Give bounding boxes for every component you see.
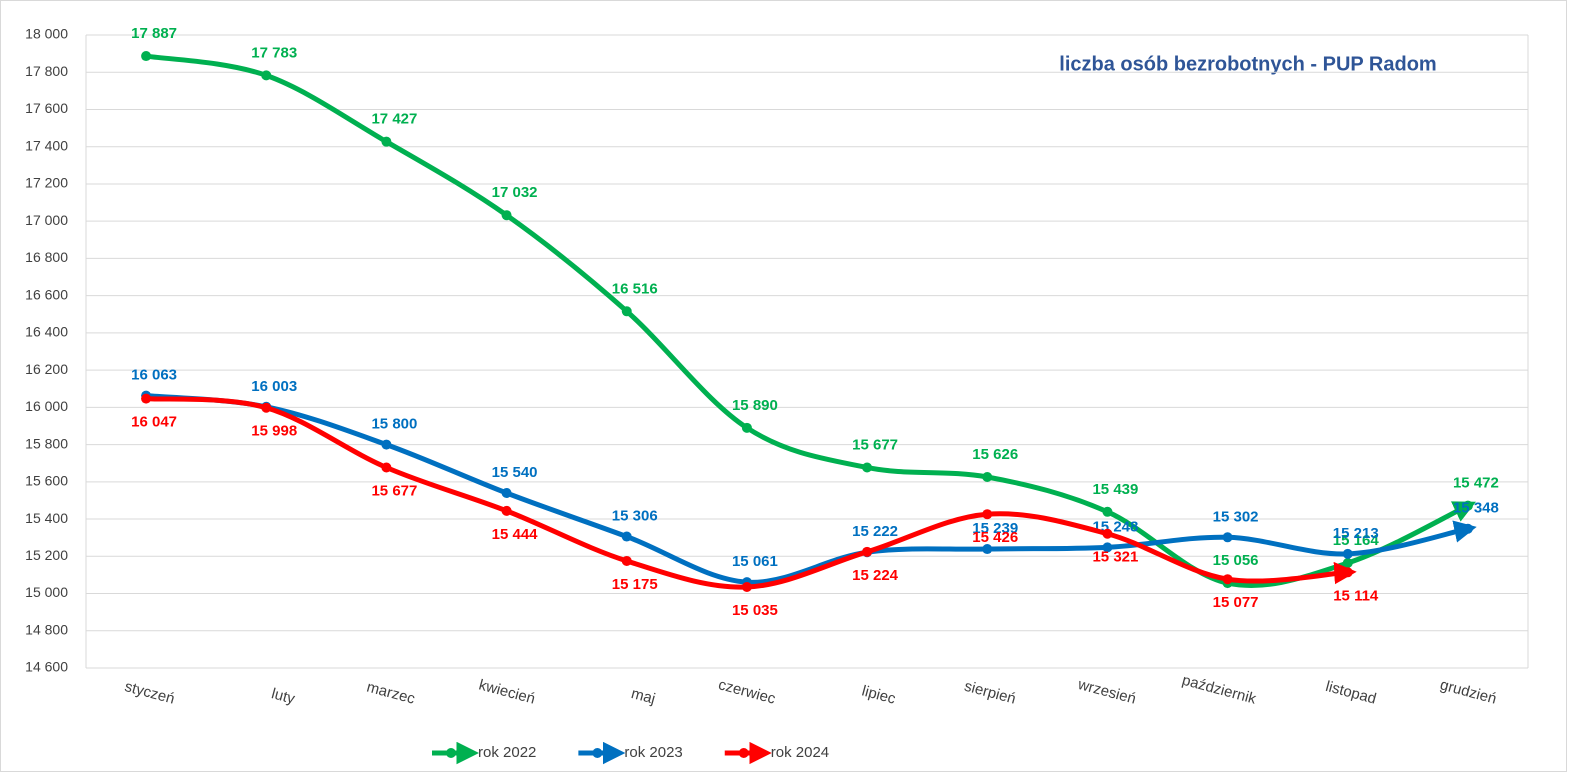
y-tick-label: 16 600 <box>25 286 68 302</box>
data-point <box>1222 574 1233 585</box>
data-point <box>141 393 152 404</box>
legend-dot <box>592 748 603 758</box>
data-label: 17 032 <box>492 184 538 201</box>
legend-dot <box>446 748 456 758</box>
data-point <box>381 136 392 147</box>
data-label: 15 439 <box>1092 481 1138 498</box>
data-label: 15 035 <box>732 602 778 619</box>
data-label: 15 056 <box>1213 552 1259 569</box>
chart-border <box>0 0 1567 772</box>
data-label: 15 426 <box>972 529 1018 546</box>
data-label: 16 516 <box>612 280 658 297</box>
data-label: 15 114 <box>1333 587 1379 604</box>
data-point <box>621 555 632 566</box>
data-label: 15 077 <box>1213 594 1259 611</box>
data-point <box>1342 548 1353 559</box>
y-tick-label: 15 400 <box>25 510 68 526</box>
y-tick-label: 16 000 <box>25 398 68 414</box>
y-tick-label: 17 800 <box>25 63 68 79</box>
data-point <box>1462 523 1473 534</box>
data-label: 15 302 <box>1213 508 1259 525</box>
y-tick-label: 17 400 <box>25 137 68 153</box>
data-label: 15 061 <box>732 553 778 570</box>
data-label: 15 239 <box>972 520 1018 537</box>
data-label: 15 540 <box>492 464 538 481</box>
data-point <box>381 462 392 473</box>
data-label: 15 677 <box>371 482 417 499</box>
data-label: 15 224 <box>852 567 899 584</box>
data-label: 15 213 <box>1333 525 1379 542</box>
data-point <box>862 546 873 557</box>
data-label: 15 444 <box>492 526 539 543</box>
data-point <box>982 544 993 555</box>
data-label: 17 783 <box>251 44 297 61</box>
legend-dot <box>738 748 749 758</box>
data-label: 15 626 <box>972 446 1018 463</box>
data-point <box>1462 500 1473 511</box>
data-label: 16 003 <box>251 378 297 395</box>
data-point <box>1342 567 1353 578</box>
data-point <box>741 422 752 433</box>
y-tick-label: 17 200 <box>25 175 68 191</box>
data-label: 15 306 <box>612 508 658 525</box>
y-tick-label: 16 200 <box>25 361 68 377</box>
series-line <box>143 53 1477 588</box>
data-point <box>741 582 752 593</box>
y-tick-label: 15 000 <box>25 584 68 600</box>
data-point <box>982 509 993 520</box>
data-label: 17 427 <box>371 111 417 128</box>
y-tick-label: 15 200 <box>25 547 68 563</box>
data-point <box>501 505 512 516</box>
chart-title: liczba osób bezrobotnych - PUP Radom <box>1059 53 1436 75</box>
data-point <box>862 462 873 473</box>
y-tick-label: 14 800 <box>25 621 68 637</box>
data-point <box>982 471 993 482</box>
legend-label: rok 2024 <box>771 744 829 761</box>
data-label: 15 472 <box>1453 475 1499 492</box>
data-point <box>381 439 392 450</box>
series-line <box>143 393 1477 585</box>
data-point <box>261 402 272 413</box>
data-point <box>621 306 632 317</box>
data-point <box>1102 528 1113 539</box>
y-tick-label: 15 800 <box>25 435 68 451</box>
legend-label: rok 2022 <box>478 744 536 761</box>
y-tick-label: 18 000 <box>25 26 68 42</box>
y-tick-label: 16 400 <box>25 324 68 340</box>
data-label: 16 063 <box>131 367 177 384</box>
data-label: 15 890 <box>732 397 778 414</box>
legend-label: rok 2023 <box>624 744 682 761</box>
data-label: 15 348 <box>1453 500 1499 517</box>
data-point <box>1102 542 1113 553</box>
data-label: 16 047 <box>131 414 177 431</box>
data-label: 15 164 <box>1333 532 1380 549</box>
data-label: 15 175 <box>612 576 658 593</box>
y-tick-label: 17 600 <box>25 100 68 116</box>
data-point <box>1222 532 1233 543</box>
data-label: 15 800 <box>371 416 417 433</box>
y-tick-label: 17 000 <box>25 212 68 228</box>
data-point <box>261 70 272 81</box>
data-label: 15 677 <box>852 436 898 453</box>
x-tick-label: maj <box>629 685 657 708</box>
x-tick-label: luty <box>270 685 297 708</box>
y-tick-label: 16 800 <box>25 249 68 265</box>
data-point <box>1102 506 1113 517</box>
y-tick-label: 14 600 <box>25 659 68 675</box>
data-point <box>501 487 512 498</box>
data-point <box>1342 557 1353 568</box>
y-tick-label: 15 600 <box>25 473 68 489</box>
data-label: 15 998 <box>251 423 297 440</box>
data-label: 17 887 <box>131 25 177 42</box>
data-point <box>141 51 152 62</box>
data-point <box>501 210 512 221</box>
data-label: 15 321 <box>1092 549 1138 566</box>
data-label: 15 222 <box>852 523 898 540</box>
data-point <box>621 531 632 542</box>
